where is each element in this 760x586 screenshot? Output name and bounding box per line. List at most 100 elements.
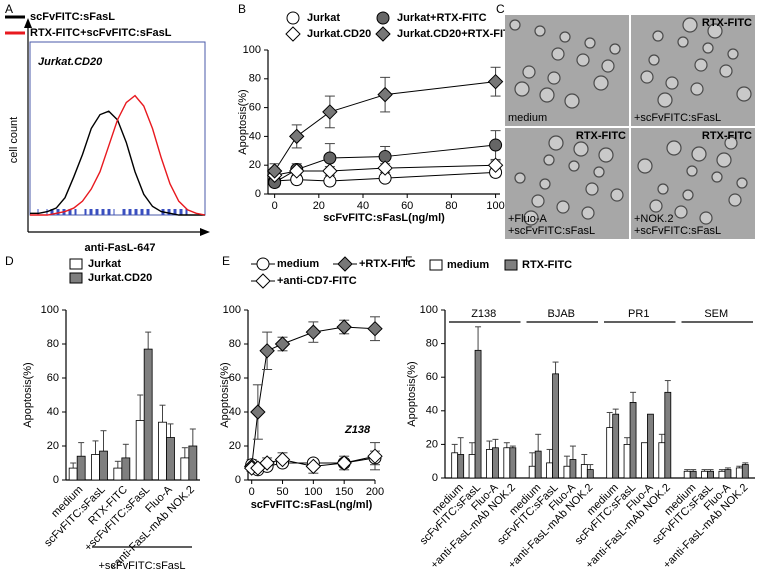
cell <box>707 23 723 39</box>
bar <box>509 447 517 479</box>
x-tick-label: 80 <box>445 200 457 212</box>
x-tick-label: 200 <box>366 486 384 498</box>
y-tick-label: 40 <box>229 406 241 418</box>
bar <box>623 443 631 479</box>
error-bar <box>612 408 619 415</box>
legend-label: +anti-CD7-FITC <box>277 275 357 287</box>
marker <box>289 163 305 179</box>
cell <box>531 194 545 208</box>
x-tick-label: 60 <box>401 200 413 212</box>
cell <box>690 82 704 96</box>
bar <box>563 465 571 479</box>
bar <box>503 447 511 479</box>
y-tick-label: 60 <box>249 102 261 114</box>
bar <box>76 455 86 481</box>
bar <box>492 447 499 479</box>
cell <box>728 193 742 207</box>
bar <box>683 470 691 479</box>
legend-swatch <box>69 258 83 270</box>
legend-label: Jurkat.CD20+RTX-FITC <box>397 28 518 40</box>
x-tick-label: 40 <box>357 200 369 212</box>
y-tick-label: 40 <box>426 405 438 417</box>
error-bar <box>122 443 129 458</box>
image-label: medium <box>508 112 547 124</box>
error-bar <box>159 404 166 423</box>
group-annotation: +scFvFITC:sFasL <box>98 560 185 572</box>
bar <box>718 470 726 479</box>
bar <box>188 445 198 481</box>
cell <box>593 75 609 91</box>
cell <box>509 19 521 31</box>
y-tick-label: 20 <box>426 438 438 450</box>
y-tick-label: 0 <box>432 472 438 484</box>
bar <box>534 450 542 479</box>
y-tick-label: 80 <box>249 73 261 85</box>
cell <box>674 205 688 219</box>
y-tick-label: 0 <box>235 474 241 486</box>
y-axis-label: Apoptosis(%) <box>406 361 418 426</box>
cell <box>724 136 738 150</box>
marker <box>375 26 391 42</box>
bar <box>91 454 100 481</box>
error-bar <box>457 437 464 455</box>
cell <box>514 81 530 97</box>
error-bar <box>658 433 665 443</box>
bar <box>647 413 654 479</box>
cell <box>711 171 723 183</box>
legend-swatch <box>504 259 518 271</box>
marker <box>377 160 393 176</box>
cell <box>686 165 698 177</box>
cell <box>637 158 653 174</box>
bar <box>641 442 648 479</box>
cell <box>666 140 682 156</box>
y-tick-label: 60 <box>229 372 241 384</box>
bar <box>707 470 714 479</box>
legend-label: Jurkat.CD20 <box>307 28 371 40</box>
error-bar <box>189 428 196 446</box>
cell <box>568 160 580 172</box>
error-bar <box>167 423 174 438</box>
bar <box>143 348 153 481</box>
annotation: Z138 <box>344 424 371 436</box>
group-label: Z138 <box>471 308 496 320</box>
legend-label: scFvFITC:sFasL <box>30 11 115 23</box>
error-bar <box>486 440 493 450</box>
bar <box>158 421 167 481</box>
cell <box>640 70 654 84</box>
cell <box>691 146 707 162</box>
panel-letter: B <box>238 2 246 16</box>
cell <box>548 135 564 151</box>
marker <box>487 73 504 90</box>
marker <box>323 151 337 165</box>
error-bar <box>92 440 99 455</box>
y-tick-label: 100 <box>223 304 241 316</box>
x-tick-label: 0 <box>272 200 278 212</box>
cell <box>609 43 621 55</box>
bar <box>99 450 108 481</box>
cell <box>657 183 669 195</box>
cell <box>657 92 673 108</box>
cell <box>584 37 596 49</box>
cell <box>522 65 536 79</box>
bar <box>468 454 476 479</box>
error-bar <box>451 443 458 453</box>
bar <box>552 373 559 479</box>
bar <box>528 465 536 479</box>
cell <box>699 211 713 225</box>
marker <box>259 455 275 471</box>
x-tick-label: 20 <box>313 200 325 212</box>
legend-label: Jurkat.CD20 <box>88 272 152 284</box>
y-tick-label: 100 <box>420 304 438 316</box>
cell <box>581 206 595 220</box>
marker <box>376 11 390 25</box>
marker <box>305 458 322 475</box>
marker <box>285 26 301 42</box>
cell <box>514 172 526 184</box>
cell <box>593 166 605 178</box>
y-tick-label: 60 <box>47 372 59 384</box>
error-bar <box>552 361 559 374</box>
bar <box>629 401 637 479</box>
x-tick-label: 0 <box>249 486 255 498</box>
legend-label: Jurkat <box>307 12 340 24</box>
error-bar <box>145 331 152 350</box>
